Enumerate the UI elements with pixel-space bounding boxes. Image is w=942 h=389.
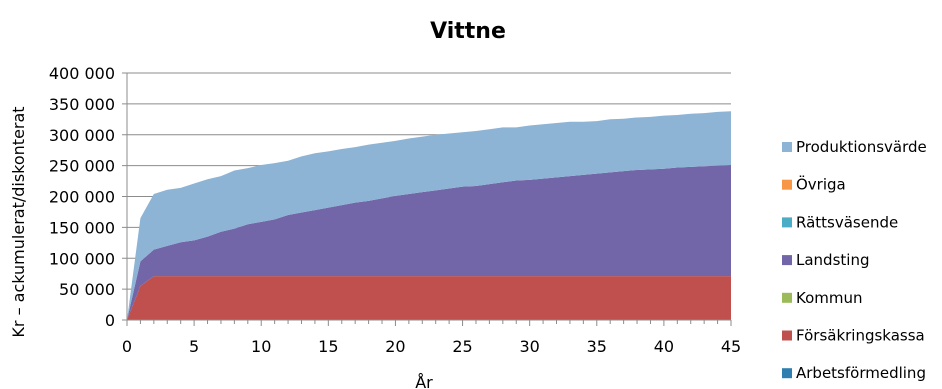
legend-swatch bbox=[782, 217, 792, 228]
legend-item: Landsting bbox=[782, 251, 869, 269]
legend-label: Arbetsförmedling bbox=[796, 364, 926, 382]
legend-label: Rättsväsende bbox=[796, 213, 898, 231]
x-tick-label: 35 bbox=[587, 337, 607, 356]
legend-swatch bbox=[782, 292, 792, 303]
x-tick-label: 20 bbox=[385, 337, 405, 356]
legend-item: Övriga bbox=[782, 175, 846, 194]
legend-swatch bbox=[782, 142, 792, 152]
x-tick-label: 30 bbox=[519, 337, 539, 356]
legend-swatch bbox=[782, 330, 792, 341]
legend-item: Rättsväsende bbox=[782, 213, 898, 231]
legend-item: Försäkringskassa bbox=[782, 327, 925, 345]
y-tick-label: 150 000 bbox=[49, 218, 115, 237]
area-produktionsvärde bbox=[127, 111, 731, 320]
legend-label: Landsting bbox=[796, 251, 869, 269]
area-landsting bbox=[127, 165, 731, 320]
legend-swatch bbox=[782, 179, 792, 190]
legend-swatch bbox=[782, 368, 792, 379]
y-tick-label: 0 bbox=[105, 311, 115, 330]
chart-title: Vittne bbox=[430, 19, 506, 44]
legend-label: Produktionsvärde bbox=[796, 138, 927, 156]
plot-area bbox=[127, 111, 731, 320]
y-tick-label: 50 000 bbox=[59, 280, 115, 299]
legend-item: Arbetsförmedling bbox=[782, 364, 926, 382]
y-tick-label: 350 000 bbox=[49, 95, 115, 114]
axes: 0 50 000 100 000 150 000 200 000 250 000 300 0… bbox=[49, 64, 741, 356]
legend-item: Kommun bbox=[782, 289, 863, 307]
x-tick-label: 10 bbox=[251, 337, 271, 356]
y-axis-title: Kr – ackumulerat/diskonterat bbox=[9, 106, 28, 337]
y-tick-label: 100 000 bbox=[49, 249, 115, 268]
legend-label: Kommun bbox=[796, 289, 863, 307]
x-tick-label: 5 bbox=[189, 337, 199, 356]
area-försäkringskassa bbox=[127, 276, 731, 320]
x-tick-label: 25 bbox=[452, 337, 472, 356]
y-tick-label: 400 000 bbox=[49, 64, 115, 83]
legend-label: Försäkringskassa bbox=[796, 327, 925, 345]
x-tick-label: 45 bbox=[721, 337, 741, 356]
x-tick-label: 15 bbox=[318, 337, 338, 356]
x-axis-title: År bbox=[415, 373, 433, 389]
y-tick-label: 300 000 bbox=[49, 126, 115, 145]
legend-swatch bbox=[782, 255, 792, 266]
legend: Produktionsvärde Övriga Rättsväsende Landst… bbox=[782, 138, 927, 382]
legend-label: Övriga bbox=[796, 175, 846, 194]
x-tick-label: 40 bbox=[654, 337, 674, 356]
y-tick-label: 250 000 bbox=[49, 157, 115, 176]
legend-item: Produktionsvärde bbox=[782, 138, 927, 156]
x-tick-label: 0 bbox=[122, 337, 132, 356]
y-tick-label: 200 000 bbox=[49, 188, 115, 207]
